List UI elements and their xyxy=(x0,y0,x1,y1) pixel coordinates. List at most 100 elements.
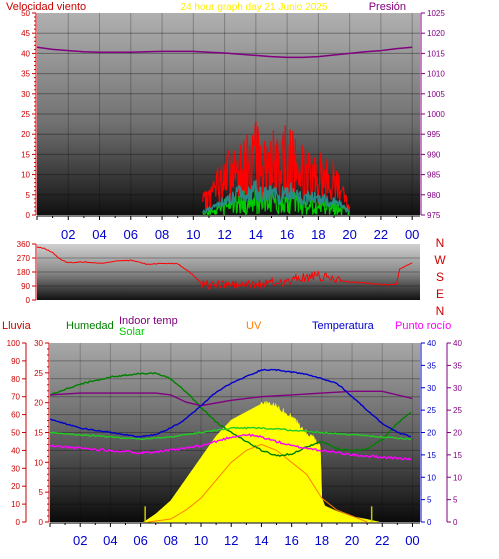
solar-radiation-area xyxy=(142,400,380,523)
rain-label: Lluvia xyxy=(2,320,32,332)
compass-label: N xyxy=(436,304,445,318)
tick-label: 00 xyxy=(405,533,419,548)
tick-label: 15 xyxy=(427,451,436,460)
tick-label: 08 xyxy=(164,533,178,548)
tick-label: 70 xyxy=(11,393,20,402)
tick-label: 5 xyxy=(39,488,44,497)
tick-label: 975 xyxy=(427,211,441,220)
tick-label: 40 xyxy=(453,339,462,348)
wind-speed-label: Velocidad viento xyxy=(6,1,86,13)
tick-label: 00 xyxy=(405,227,419,242)
tick-label: 60 xyxy=(11,411,20,420)
tick-label: 35 xyxy=(21,70,30,79)
tick-label: 10 xyxy=(11,500,20,509)
tick-label: 0 xyxy=(453,518,458,527)
tick-label: 35 xyxy=(453,361,462,370)
temperature-time-axis: 02 04 06 08 10 12 14 16 18 20 22 00 xyxy=(49,522,420,548)
rain-axis: 0 10 20 30 40 50 60 70 80 90 100 xyxy=(7,339,27,527)
tick-label: 1015 xyxy=(427,49,445,58)
tick-label: 0 xyxy=(427,518,432,527)
tick-label: 360 xyxy=(17,240,31,249)
tick-label: 40 xyxy=(21,49,30,58)
solar-temp-line xyxy=(49,426,412,441)
wind-pressure-grid xyxy=(37,13,420,215)
tick-label: 1025 xyxy=(427,9,445,18)
tick-label: 02 xyxy=(73,533,87,548)
wind-direction-series xyxy=(36,246,413,291)
wind-direction-grid xyxy=(37,257,420,287)
uv-line xyxy=(148,443,368,523)
tick-label: 20 xyxy=(453,429,462,438)
pressure-label: Presión xyxy=(369,1,406,13)
compass-label: S xyxy=(436,270,444,284)
tick-label: 20 xyxy=(11,482,20,491)
tick-label: 15 xyxy=(34,429,43,438)
wind-speed-line xyxy=(202,189,350,217)
tick-label: 02 xyxy=(61,227,75,242)
tick-label: 50 xyxy=(21,9,30,18)
tick-label: 04 xyxy=(92,227,106,242)
tick-label: 06 xyxy=(133,533,147,548)
wind-time-axis: 02 04 06 08 10 12 14 16 18 20 22 00 xyxy=(36,215,420,242)
tick-label: 25 xyxy=(427,406,436,415)
uv-label: UV xyxy=(246,320,262,332)
tick-label: 20 xyxy=(345,533,359,548)
temperature-label: Temperatura xyxy=(312,320,375,332)
tick-label: 30 xyxy=(21,90,30,99)
pressure-axis: 975 980 985 990 995 1000 1005 1010 1015 1020 1025 xyxy=(420,9,445,220)
tick-label: 985 xyxy=(427,171,441,180)
wind-pressure-series xyxy=(36,46,413,217)
tick-label: 0 xyxy=(39,518,44,527)
dewpoint-line xyxy=(49,433,412,461)
tick-label: 30 xyxy=(11,464,20,473)
tick-label: 20 xyxy=(21,130,30,139)
tick-label: 30 xyxy=(453,384,462,393)
tick-label: 18 xyxy=(311,227,325,242)
tick-label: 45 xyxy=(21,29,30,38)
tick-label: 1020 xyxy=(427,29,445,38)
tick-label: 0 xyxy=(26,296,31,305)
wind-pressure-plot-area xyxy=(37,13,420,215)
uv-axis: 0 5 10 15 20 25 30 xyxy=(34,339,50,527)
tick-label: 50 xyxy=(11,429,20,438)
tick-label: 10 xyxy=(194,533,208,548)
solar-label: Solar xyxy=(119,326,145,338)
tick-label: 10 xyxy=(186,227,200,242)
tick-label: 0 xyxy=(16,518,21,527)
tick-label: 40 xyxy=(427,339,436,348)
wind-direction-plot-area xyxy=(37,244,420,300)
tick-label: 12 xyxy=(224,533,238,548)
tick-label: 08 xyxy=(155,227,169,242)
tick-label: 25 xyxy=(21,110,30,119)
wind-gust-line xyxy=(202,121,351,212)
tick-label: 16 xyxy=(280,227,294,242)
dewpoint-label: Punto rocío xyxy=(395,320,451,332)
tick-label: 10 xyxy=(21,171,30,180)
tick-label: 1010 xyxy=(427,70,445,79)
wind-average-line xyxy=(202,180,351,214)
tick-label: 20 xyxy=(342,227,356,242)
tick-label: 40 xyxy=(11,446,20,455)
tick-label: 04 xyxy=(103,533,117,548)
tick-label: 14 xyxy=(254,533,268,548)
compass-label: W xyxy=(434,253,446,267)
chart-title: 24 hour graph day 21 Junio 2025 xyxy=(181,2,328,13)
dewpoint-axis: 0 5 10 15 20 25 30 35 40 xyxy=(446,339,462,527)
wind-direction-axis: 0 90 180 270 360 xyxy=(17,240,37,305)
tick-label: 180 xyxy=(17,268,31,277)
indoor-temp-label: Indoor temp xyxy=(119,315,178,327)
tick-label: 10 xyxy=(453,473,462,482)
tick-label: 0 xyxy=(26,211,31,220)
tick-label: 90 xyxy=(21,282,30,291)
tick-label: 990 xyxy=(427,150,441,159)
tick-label: 20 xyxy=(34,399,43,408)
humidity-label: Humedad xyxy=(66,320,114,332)
pressure-line xyxy=(36,46,413,59)
tick-label: 1000 xyxy=(427,110,445,119)
tick-label: 22 xyxy=(374,227,388,242)
tick-label: 35 xyxy=(427,361,436,370)
tick-label: 100 xyxy=(7,339,21,348)
tick-label: 16 xyxy=(284,533,298,548)
